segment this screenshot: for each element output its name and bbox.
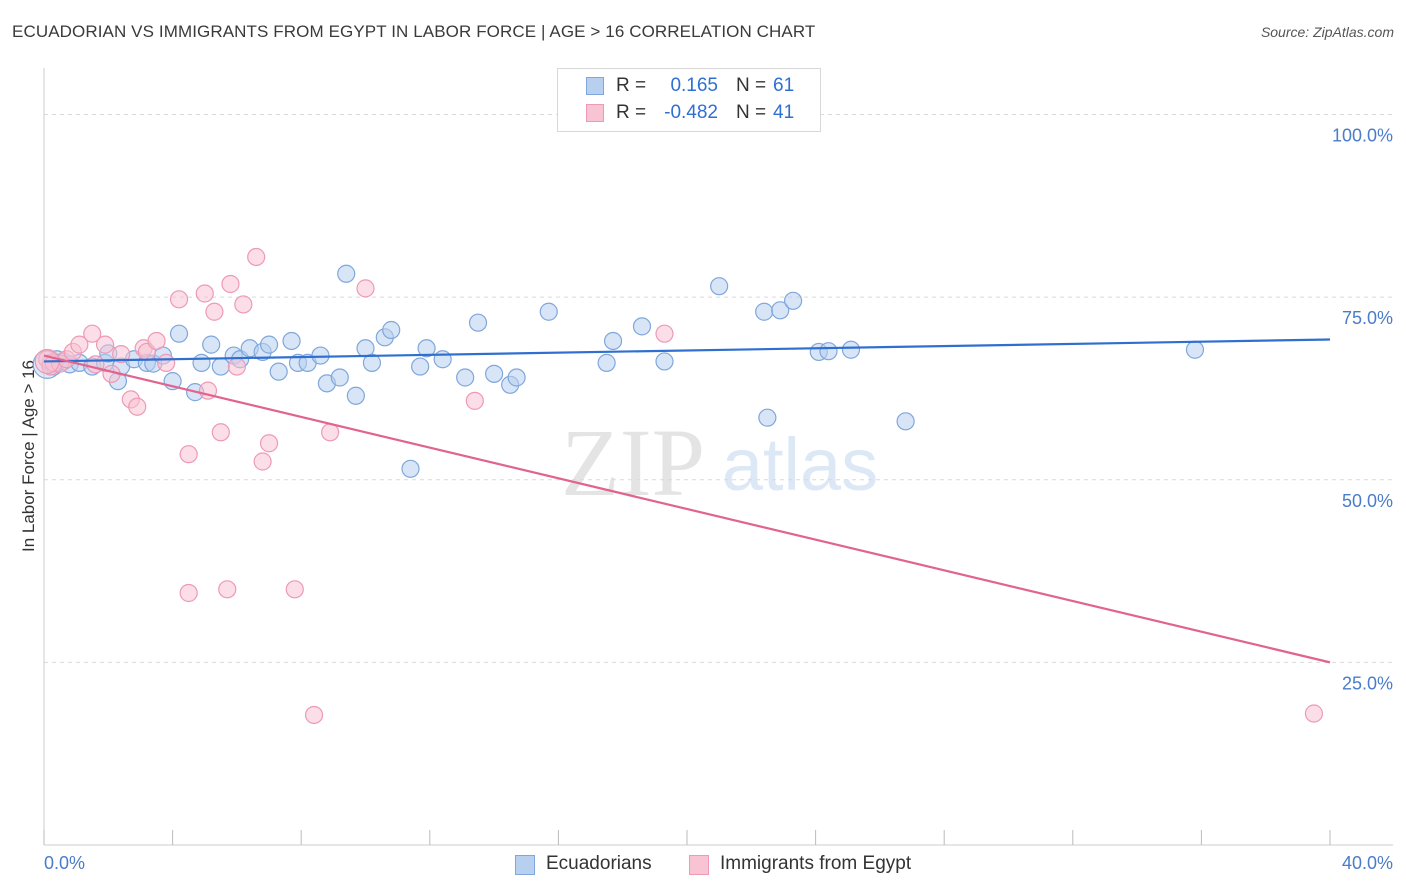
- point-egypt: [70, 335, 89, 354]
- source-attribution: Source: ZipAtlas.com: [1260, 24, 1394, 40]
- r-value: 0.165: [670, 75, 718, 96]
- legend-swatch-immigrants-from-egypt: [689, 855, 709, 875]
- point-ecuadorian: [362, 353, 382, 372]
- series-immigrants-from-egypt: [34, 247, 1324, 725]
- point-ecuadorian: [259, 335, 279, 354]
- point-ecuadorian: [1185, 340, 1205, 359]
- point-egypt: [247, 247, 266, 267]
- legend-label-ecuadorians: Ecuadorians: [546, 853, 652, 874]
- x-tick-label-min: 0.0%: [44, 853, 85, 873]
- point-ecuadorian: [783, 291, 803, 310]
- point-ecuadorian: [710, 277, 729, 296]
- point-egypt: [285, 580, 304, 599]
- point-ecuadorian: [433, 350, 452, 369]
- point-egypt: [218, 580, 237, 599]
- y-tick-label: 75.0%: [1342, 308, 1393, 328]
- r-value: -0.482: [664, 102, 718, 123]
- y-tick-labels: 25.0% 50.0% 75.0% 100.0%: [1332, 126, 1393, 694]
- point-ecuadorian: [507, 368, 526, 387]
- legend-swatch-ecuadorians: [515, 855, 535, 875]
- point-egypt: [179, 445, 198, 464]
- y-tick-label: 100.0%: [1332, 126, 1393, 146]
- point-egypt: [205, 302, 224, 321]
- point-egypt: [221, 274, 240, 294]
- point-egypt: [195, 284, 214, 303]
- point-egypt: [147, 331, 166, 351]
- point-ecuadorian: [202, 335, 221, 354]
- point-egypt: [227, 357, 246, 376]
- point-ecuadorian: [771, 301, 790, 320]
- point-ecuadorian: [755, 302, 774, 321]
- point-egypt: [253, 452, 272, 471]
- point-egypt: [179, 583, 198, 603]
- n-label: N =: [736, 75, 767, 96]
- point-egypt: [211, 423, 230, 442]
- point-ecuadorian: [819, 342, 838, 361]
- point-egypt: [259, 434, 279, 453]
- watermark-atlas: atlas: [722, 423, 878, 506]
- y-tick-label: 50.0%: [1342, 491, 1393, 511]
- point-ecuadorian: [169, 324, 189, 343]
- point-egypt: [128, 397, 147, 416]
- point-ecuadorian: [597, 353, 616, 372]
- point-egypt: [234, 295, 253, 314]
- point-ecuadorian: [539, 302, 558, 321]
- trend-line-egypt: [43, 354, 1331, 664]
- gridlines: [44, 114, 1393, 663]
- point-ecuadorian: [655, 352, 674, 371]
- point-egypt: [95, 335, 115, 354]
- point-ecuadorian: [468, 313, 488, 332]
- point-ecuadorian: [337, 264, 356, 283]
- n-value: 41: [773, 102, 795, 123]
- point-ecuadorian: [758, 408, 777, 427]
- n-label: N =: [736, 102, 767, 123]
- point-ecuadorian: [485, 364, 504, 383]
- x-tick-label-max: 40.0%: [1342, 853, 1393, 873]
- y-tick-label: 25.0%: [1342, 673, 1393, 693]
- point-egypt: [356, 279, 375, 298]
- point-ecuadorian: [841, 340, 861, 359]
- swatch-egypt: [586, 104, 604, 122]
- r-label: R =: [616, 75, 647, 96]
- point-egypt: [169, 290, 189, 309]
- point-egypt: [157, 353, 176, 372]
- point-ecuadorian: [346, 386, 365, 405]
- point-ecuadorian: [401, 459, 420, 478]
- point-ecuadorian: [382, 320, 401, 340]
- point-egypt: [83, 324, 102, 343]
- stats-row-ecuadorians: R = 0.165 N = 61: [558, 73, 820, 99]
- stats-row-egypt: R = -0.482 N = 41: [558, 100, 820, 126]
- watermark: ZIP atlas: [561, 409, 878, 516]
- legend-label-immigrants-from-egypt: Immigrants from Egypt: [720, 853, 912, 874]
- series-legend: Ecuadorians Immigrants from Egypt: [0, 852, 1406, 878]
- point-egypt: [304, 705, 324, 725]
- x-ticks: [43, 830, 1331, 845]
- y-axis-label: In Labor Force | Age > 16: [19, 360, 38, 552]
- axes: [43, 68, 1393, 846]
- trend-lines: [43, 338, 1331, 664]
- point-egypt: [465, 391, 484, 410]
- point-ecuadorian: [456, 368, 475, 387]
- point-ecuadorian: [896, 412, 915, 431]
- point-ecuadorian: [330, 368, 349, 387]
- point-egypt: [1304, 704, 1324, 723]
- watermark-zip: ZIP: [561, 409, 705, 516]
- point-egypt: [655, 324, 674, 343]
- trend-line-ecuadorians: [43, 338, 1331, 363]
- point-ecuadorian: [417, 339, 436, 358]
- n-value: 61: [773, 75, 795, 96]
- r-label: R =: [616, 102, 647, 123]
- stats-legend: R = 0.165 N = 61 R = -0.482 N = 41: [557, 68, 821, 132]
- chart-title: ECUADORIAN VS IMMIGRANTS FROM EGYPT IN L…: [12, 22, 816, 41]
- point-ecuadorian: [632, 317, 652, 336]
- point-ecuadorian: [603, 331, 623, 351]
- point-ecuadorian: [269, 362, 288, 381]
- point-egypt: [112, 345, 131, 364]
- swatch-ecuadorians: [586, 77, 604, 95]
- point-ecuadorian: [192, 353, 211, 372]
- point-ecuadorian: [282, 331, 301, 351]
- point-ecuadorian: [411, 357, 430, 376]
